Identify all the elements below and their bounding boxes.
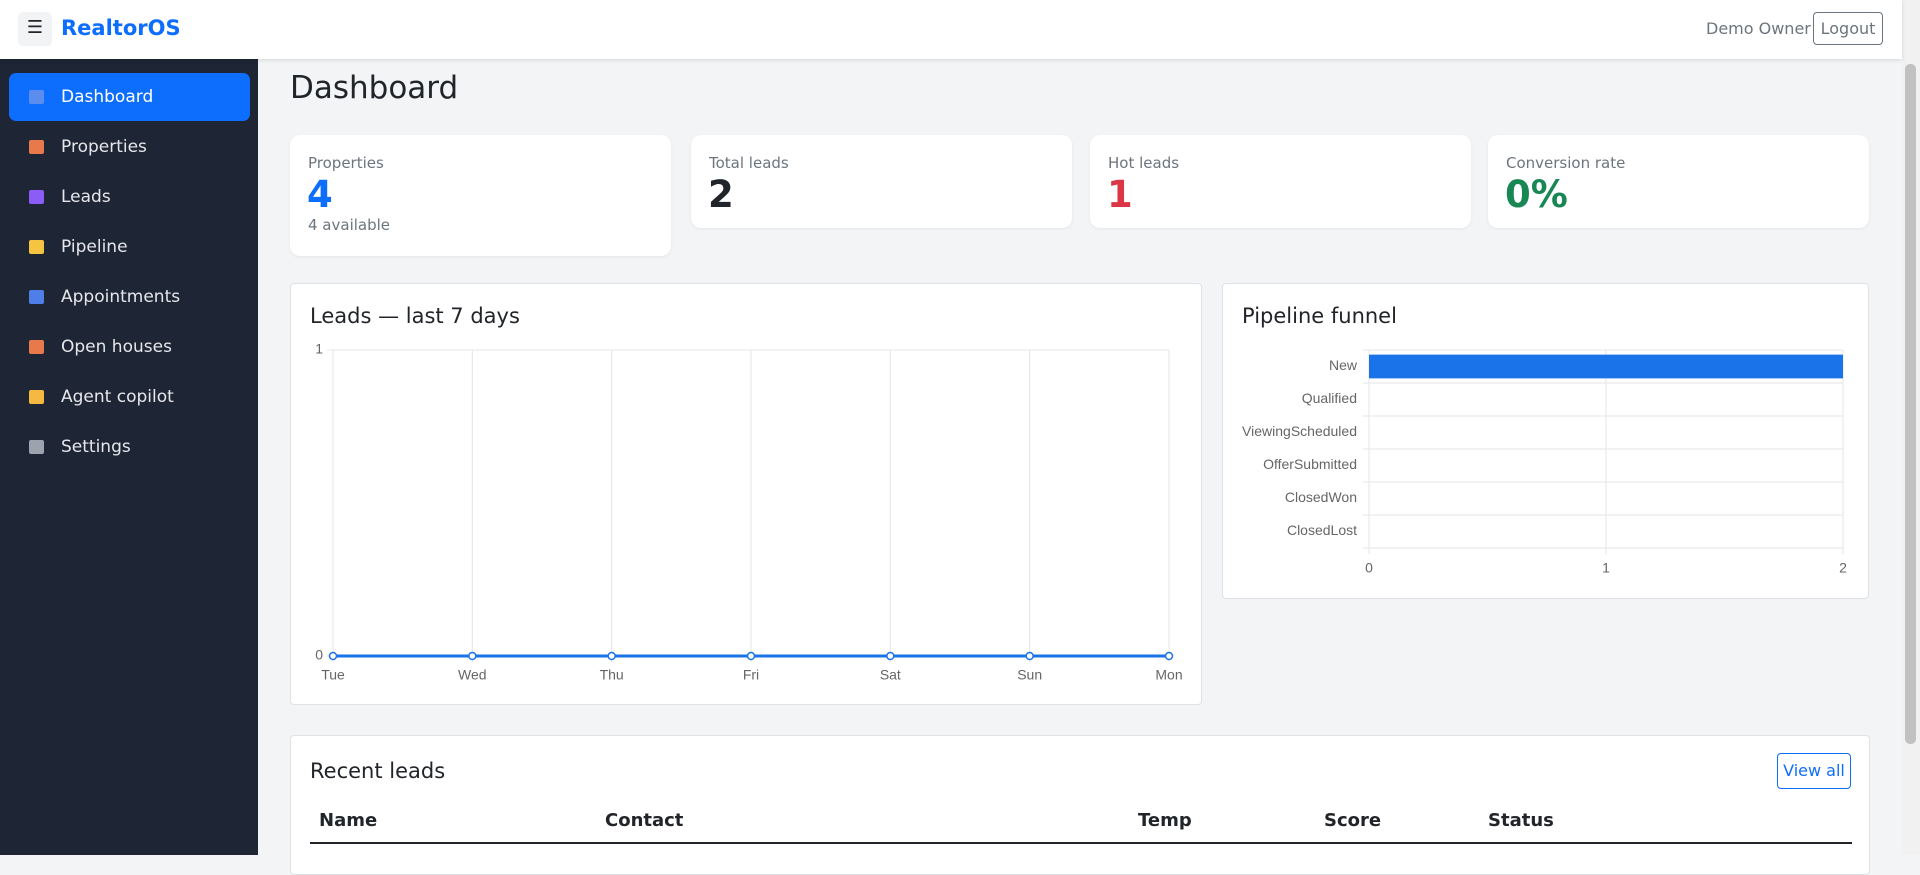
page-title: Dashboard [290, 70, 459, 106]
brand[interactable]: RealtorOS [61, 16, 181, 40]
point [468, 651, 477, 661]
menu-button[interactable]: ☰ [18, 12, 52, 46]
x-tick-label: Sun [1017, 667, 1042, 683]
nav-icon [29, 140, 44, 154]
stat-card: Properties 4 4 available [290, 135, 671, 256]
x-tick-label: Tue [321, 667, 345, 683]
funnel-chart-card: Pipeline funnel 0 1 2 New Qualified ViewingSc… [1222, 283, 1869, 599]
nav-item[interactable]: Pipeline [9, 223, 250, 271]
stat-card: Hot leads 1 [1090, 135, 1471, 228]
stat-sub: 4 available [308, 216, 391, 234]
stat-label: Conversion rate [1506, 154, 1626, 172]
bar-chart: 0 1 2 New Qualified ViewingScheduled OfferSubm… [1242, 349, 1847, 576]
stat-label: Total leads [709, 154, 789, 172]
nav-icon [29, 290, 44, 304]
point [607, 651, 616, 661]
nav-item[interactable]: Leads [9, 173, 250, 221]
nav-icon [29, 190, 44, 204]
column-header: Score [1324, 810, 1382, 831]
y-tick-label: ViewingScheduled [1242, 423, 1357, 439]
column-header: Contact [605, 810, 684, 831]
view-all-button[interactable]: View all [1777, 753, 1851, 789]
nav-icon [29, 390, 44, 404]
stat-value: 4 [307, 173, 333, 216]
x-tick-label: Fri [743, 667, 759, 683]
stat-value: 1 [1107, 173, 1133, 216]
nav-item[interactable]: Settings [9, 423, 250, 471]
nav-label: Pipeline [61, 237, 128, 257]
column-header: Temp [1138, 810, 1192, 831]
point [886, 651, 895, 661]
scrollbar-thumb[interactable] [1905, 64, 1916, 744]
stat-value: 0% [1505, 173, 1568, 216]
nav-item[interactable]: Agent copilot [9, 373, 250, 421]
x-tick-label: Sat [880, 667, 901, 683]
column-header: Status [1488, 810, 1554, 831]
x-tick-label: Thu [600, 667, 624, 683]
nav-label: Settings [61, 437, 131, 457]
nav-icon [29, 240, 44, 254]
point [746, 651, 756, 661]
top-bar: ☰ RealtorOS Demo Owner Logout [0, 0, 1902, 59]
x-tick-label: 0 [1365, 560, 1373, 576]
point [328, 651, 338, 661]
nav-label: Properties [61, 137, 147, 157]
nav-item[interactable]: Dashboard [9, 73, 250, 121]
line-chart: 0 1 Tue Wed Thu Fri Sat Sun Mon [315, 341, 1182, 683]
user-name: Demo Owner [1706, 19, 1811, 38]
recent-leads-card: Recent leads View all Name Contact Temp Sco… [290, 735, 1870, 875]
column-header: Name [319, 810, 378, 831]
y-tick-label: 0 [315, 647, 323, 663]
nav-item[interactable]: Appointments [9, 273, 250, 321]
stat-label: Hot leads [1108, 154, 1180, 172]
x-tick-label: Wed [458, 667, 487, 683]
nav-icon [29, 90, 44, 104]
nav-label: Appointments [61, 287, 181, 307]
bar [1369, 354, 1843, 379]
logout-button[interactable]: Logout [1813, 12, 1883, 45]
y-tick-label: 1 [315, 341, 323, 357]
chart-title: Leads — last 7 days [310, 304, 520, 328]
nav-label: Agent copilot [61, 387, 174, 407]
table-header: Name Contact Temp Score Status [310, 804, 1852, 844]
x-tick-label: Mon [1155, 667, 1182, 683]
nav-label: Leads [61, 187, 111, 207]
stat-value: 2 [708, 173, 734, 216]
y-tick-label: ClosedWon [1285, 489, 1357, 505]
stat-card: Total leads 2 [691, 135, 1072, 228]
nav-item[interactable]: Properties [9, 123, 250, 171]
nav-icon [29, 340, 44, 354]
nav-label: Open houses [61, 337, 172, 357]
point [1164, 651, 1174, 661]
x-tick-label: 1 [1602, 560, 1610, 576]
nav-label: Dashboard [61, 87, 154, 107]
stat-label: Properties [308, 154, 384, 172]
y-tick-label: ClosedLost [1287, 522, 1357, 538]
nav-item[interactable]: Open houses [9, 323, 250, 371]
stat-card: Conversion rate 0% [1488, 135, 1869, 228]
nav-icon [29, 440, 44, 454]
y-tick-label: New [1329, 357, 1358, 373]
y-tick-label: OfferSubmitted [1263, 456, 1357, 472]
sidebar: Dashboard Properties Leads Pipeline Appointm… [0, 59, 258, 855]
card-title: Recent leads [310, 759, 446, 783]
y-tick-label: Qualified [1302, 390, 1357, 406]
point [1025, 651, 1034, 661]
chart-title: Pipeline funnel [1242, 304, 1397, 328]
leads-chart-card: Leads — last 7 days 0 1 Tue Wed Thu Fri Sat Sun… [290, 283, 1202, 705]
x-tick-label: 2 [1839, 560, 1847, 576]
